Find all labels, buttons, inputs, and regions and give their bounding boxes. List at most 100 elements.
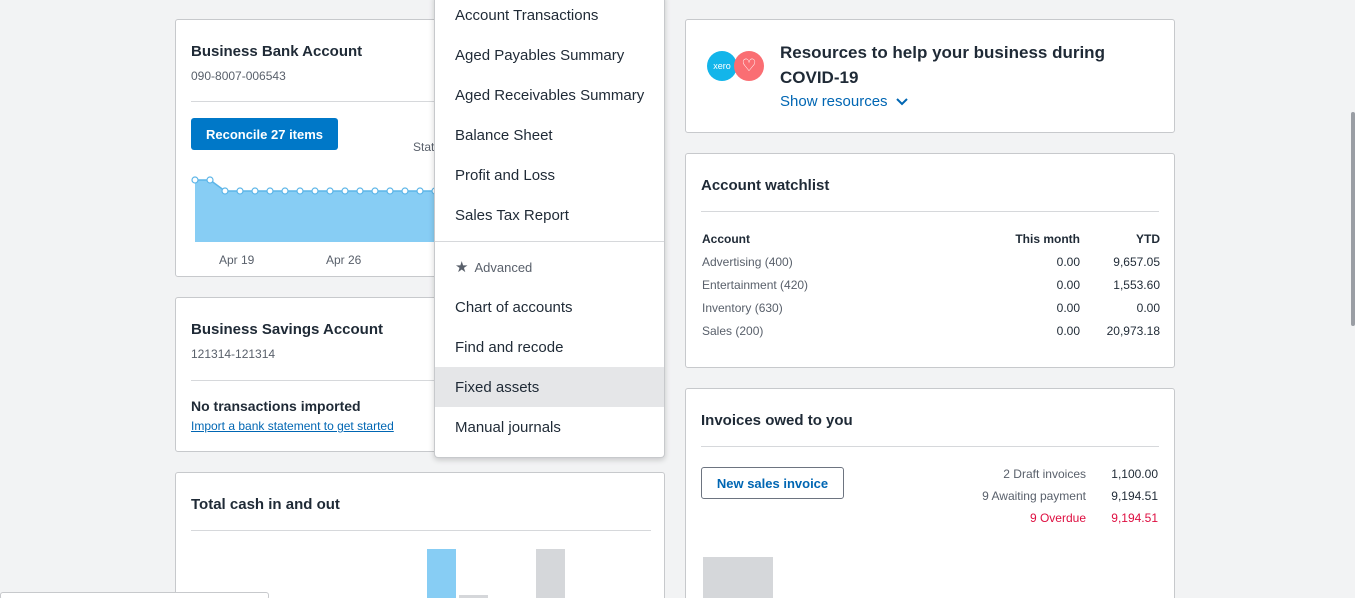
invoice-summary-row[interactable]: 9 Awaiting payment 9,194.51 bbox=[858, 489, 1158, 511]
menu-advanced-header: ★ Advanced bbox=[435, 247, 664, 287]
invoice-value: 9,194.51 bbox=[1111, 489, 1158, 503]
no-transactions-text: No transactions imported bbox=[191, 398, 361, 414]
col-this-month: This month bbox=[1015, 232, 1080, 246]
heart-icon: ♡ bbox=[741, 56, 757, 75]
reports-dropdown-menu: Account Transactions Aged Payables Summa… bbox=[434, 0, 665, 458]
chart-point bbox=[386, 187, 394, 195]
row-ytd: 0.00 bbox=[1136, 301, 1160, 315]
cash-in-bar bbox=[427, 549, 456, 598]
chart-point bbox=[236, 187, 244, 195]
menu-separator bbox=[435, 241, 664, 242]
invoice-summary-row-overdue[interactable]: 9 Overdue 9,194.51 bbox=[858, 511, 1158, 533]
heart-logo: ♡ bbox=[734, 51, 764, 81]
chart-point bbox=[326, 187, 334, 195]
row-account: Entertainment (420) bbox=[702, 278, 809, 292]
new-sales-invoice-button[interactable]: New sales invoice bbox=[701, 467, 844, 499]
row-month: 0.00 bbox=[1056, 255, 1080, 269]
col-account: Account bbox=[702, 232, 750, 246]
menu-item-fixed-assets[interactable]: Fixed assets bbox=[435, 367, 664, 407]
watchlist-title[interactable]: Account watchlist bbox=[701, 177, 830, 194]
row-month: 0.00 bbox=[1056, 301, 1080, 315]
chart-point bbox=[206, 176, 214, 184]
chart-x-label: Apr 26 bbox=[326, 253, 362, 267]
chart-x-label: Apr 19 bbox=[219, 253, 255, 267]
xero-logo: xero bbox=[707, 51, 737, 81]
chart-point bbox=[401, 187, 409, 195]
savings-account-number: 121314-121314 bbox=[191, 347, 276, 361]
advanced-label: Advanced bbox=[474, 259, 533, 275]
row-ytd: 20,973.18 bbox=[1106, 324, 1160, 338]
invoices-title[interactable]: Invoices owed to you bbox=[701, 412, 853, 429]
total-cash-title[interactable]: Total cash in and out bbox=[191, 496, 340, 513]
invoice-chart-bar bbox=[703, 557, 773, 598]
chart-point bbox=[191, 176, 199, 184]
chart-point bbox=[281, 187, 289, 195]
cash-bar-gray bbox=[536, 549, 565, 598]
savings-account-title[interactable]: Business Savings Account bbox=[191, 321, 383, 338]
invoice-summary-row[interactable]: 2 Draft invoices 1,100.00 bbox=[858, 467, 1158, 489]
invoices-card: Invoices owed to you New sales invoice 2… bbox=[685, 388, 1175, 598]
invoice-value: 1,100.00 bbox=[1111, 467, 1158, 481]
chart-point bbox=[251, 187, 259, 195]
row-account: Inventory (630) bbox=[702, 301, 783, 315]
row-month: 0.00 bbox=[1056, 324, 1080, 338]
statement-label: Stat bbox=[413, 140, 435, 154]
bank-divider bbox=[191, 101, 451, 102]
bank-account-title[interactable]: Business Bank Account bbox=[191, 43, 363, 60]
menu-item-chart-of-accounts[interactable]: Chart of accounts bbox=[455, 298, 573, 316]
menu-item-profit-loss[interactable]: Profit and Loss bbox=[455, 166, 556, 184]
chart-point bbox=[371, 187, 379, 195]
bank-balance-area bbox=[195, 180, 435, 242]
chart-point bbox=[311, 187, 319, 195]
cash-out-bar bbox=[459, 595, 488, 598]
page-scrollbar[interactable] bbox=[1351, 112, 1355, 326]
resources-card: xero ♡ Resources to help your business d… bbox=[685, 19, 1175, 133]
invoices-divider bbox=[701, 446, 1159, 447]
resources-title-line1: Resources to help your business during bbox=[780, 43, 1105, 62]
menu-item-find-recode[interactable]: Find and recode bbox=[455, 338, 564, 356]
resources-title-line2: COVID-19 bbox=[780, 68, 859, 87]
col-ytd: YTD bbox=[1136, 232, 1160, 246]
table-row[interactable]: Sales (200) 0.00 20,973.18 bbox=[702, 324, 1160, 347]
chevron-down-icon bbox=[895, 97, 908, 105]
row-ytd: 1,553.60 bbox=[1113, 278, 1160, 292]
chart-point bbox=[296, 187, 304, 195]
watchlist-header-row: Account This month YTD bbox=[702, 232, 1160, 255]
chart-point bbox=[221, 187, 229, 195]
chart-point bbox=[341, 187, 349, 195]
import-statement-link[interactable]: Import a bank statement to get started bbox=[191, 419, 394, 433]
table-row[interactable]: Entertainment (420) 0.00 1,553.60 bbox=[702, 278, 1160, 301]
total-cash-card: Total cash in and out bbox=[175, 472, 665, 598]
table-row[interactable]: Advertising (400) 0.00 9,657.05 bbox=[702, 255, 1160, 278]
invoice-label: 2 Draft invoices bbox=[1003, 467, 1086, 481]
show-resources-label[interactable]: Show resources bbox=[780, 93, 888, 110]
xero-logo-text: xero bbox=[713, 61, 731, 71]
invoice-label: 9 Overdue bbox=[1029, 511, 1086, 525]
menu-item-aged-payables[interactable]: Aged Payables Summary bbox=[455, 46, 625, 64]
star-icon: ★ bbox=[455, 259, 469, 276]
watchlist-card: Account watchlist Account This month YTD… bbox=[685, 153, 1175, 368]
cash-divider bbox=[191, 530, 651, 531]
row-ytd: 9,657.05 bbox=[1113, 255, 1160, 269]
bank-account-number: 090-8007-006543 bbox=[191, 69, 286, 83]
show-resources-link[interactable]: Show resources bbox=[780, 93, 908, 110]
menu-item-account-transactions[interactable]: Account Transactions bbox=[455, 6, 599, 24]
menu-item-aged-receivables[interactable]: Aged Receivables Summary bbox=[455, 86, 645, 104]
row-month: 0.00 bbox=[1056, 278, 1080, 292]
chart-point bbox=[356, 187, 364, 195]
watchlist-divider bbox=[701, 211, 1159, 212]
chart-point bbox=[416, 187, 424, 195]
menu-item-sales-tax[interactable]: Sales Tax Report bbox=[455, 206, 569, 224]
bank-balance-chart bbox=[191, 176, 439, 242]
menu-item-manual-journals[interactable]: Manual journals bbox=[455, 418, 561, 436]
menu-item-balance-sheet[interactable]: Balance Sheet bbox=[455, 126, 553, 144]
bottom-toast-edge bbox=[0, 592, 269, 598]
invoice-label: 9 Awaiting payment bbox=[982, 489, 1086, 503]
row-account: Advertising (400) bbox=[702, 255, 793, 269]
row-account: Sales (200) bbox=[702, 324, 764, 338]
table-row[interactable]: Inventory (630) 0.00 0.00 bbox=[702, 301, 1160, 324]
savings-divider bbox=[191, 380, 451, 381]
invoice-value: 9,194.51 bbox=[1111, 511, 1158, 525]
chart-point bbox=[266, 187, 274, 195]
reconcile-button[interactable]: Reconcile 27 items bbox=[191, 118, 338, 150]
